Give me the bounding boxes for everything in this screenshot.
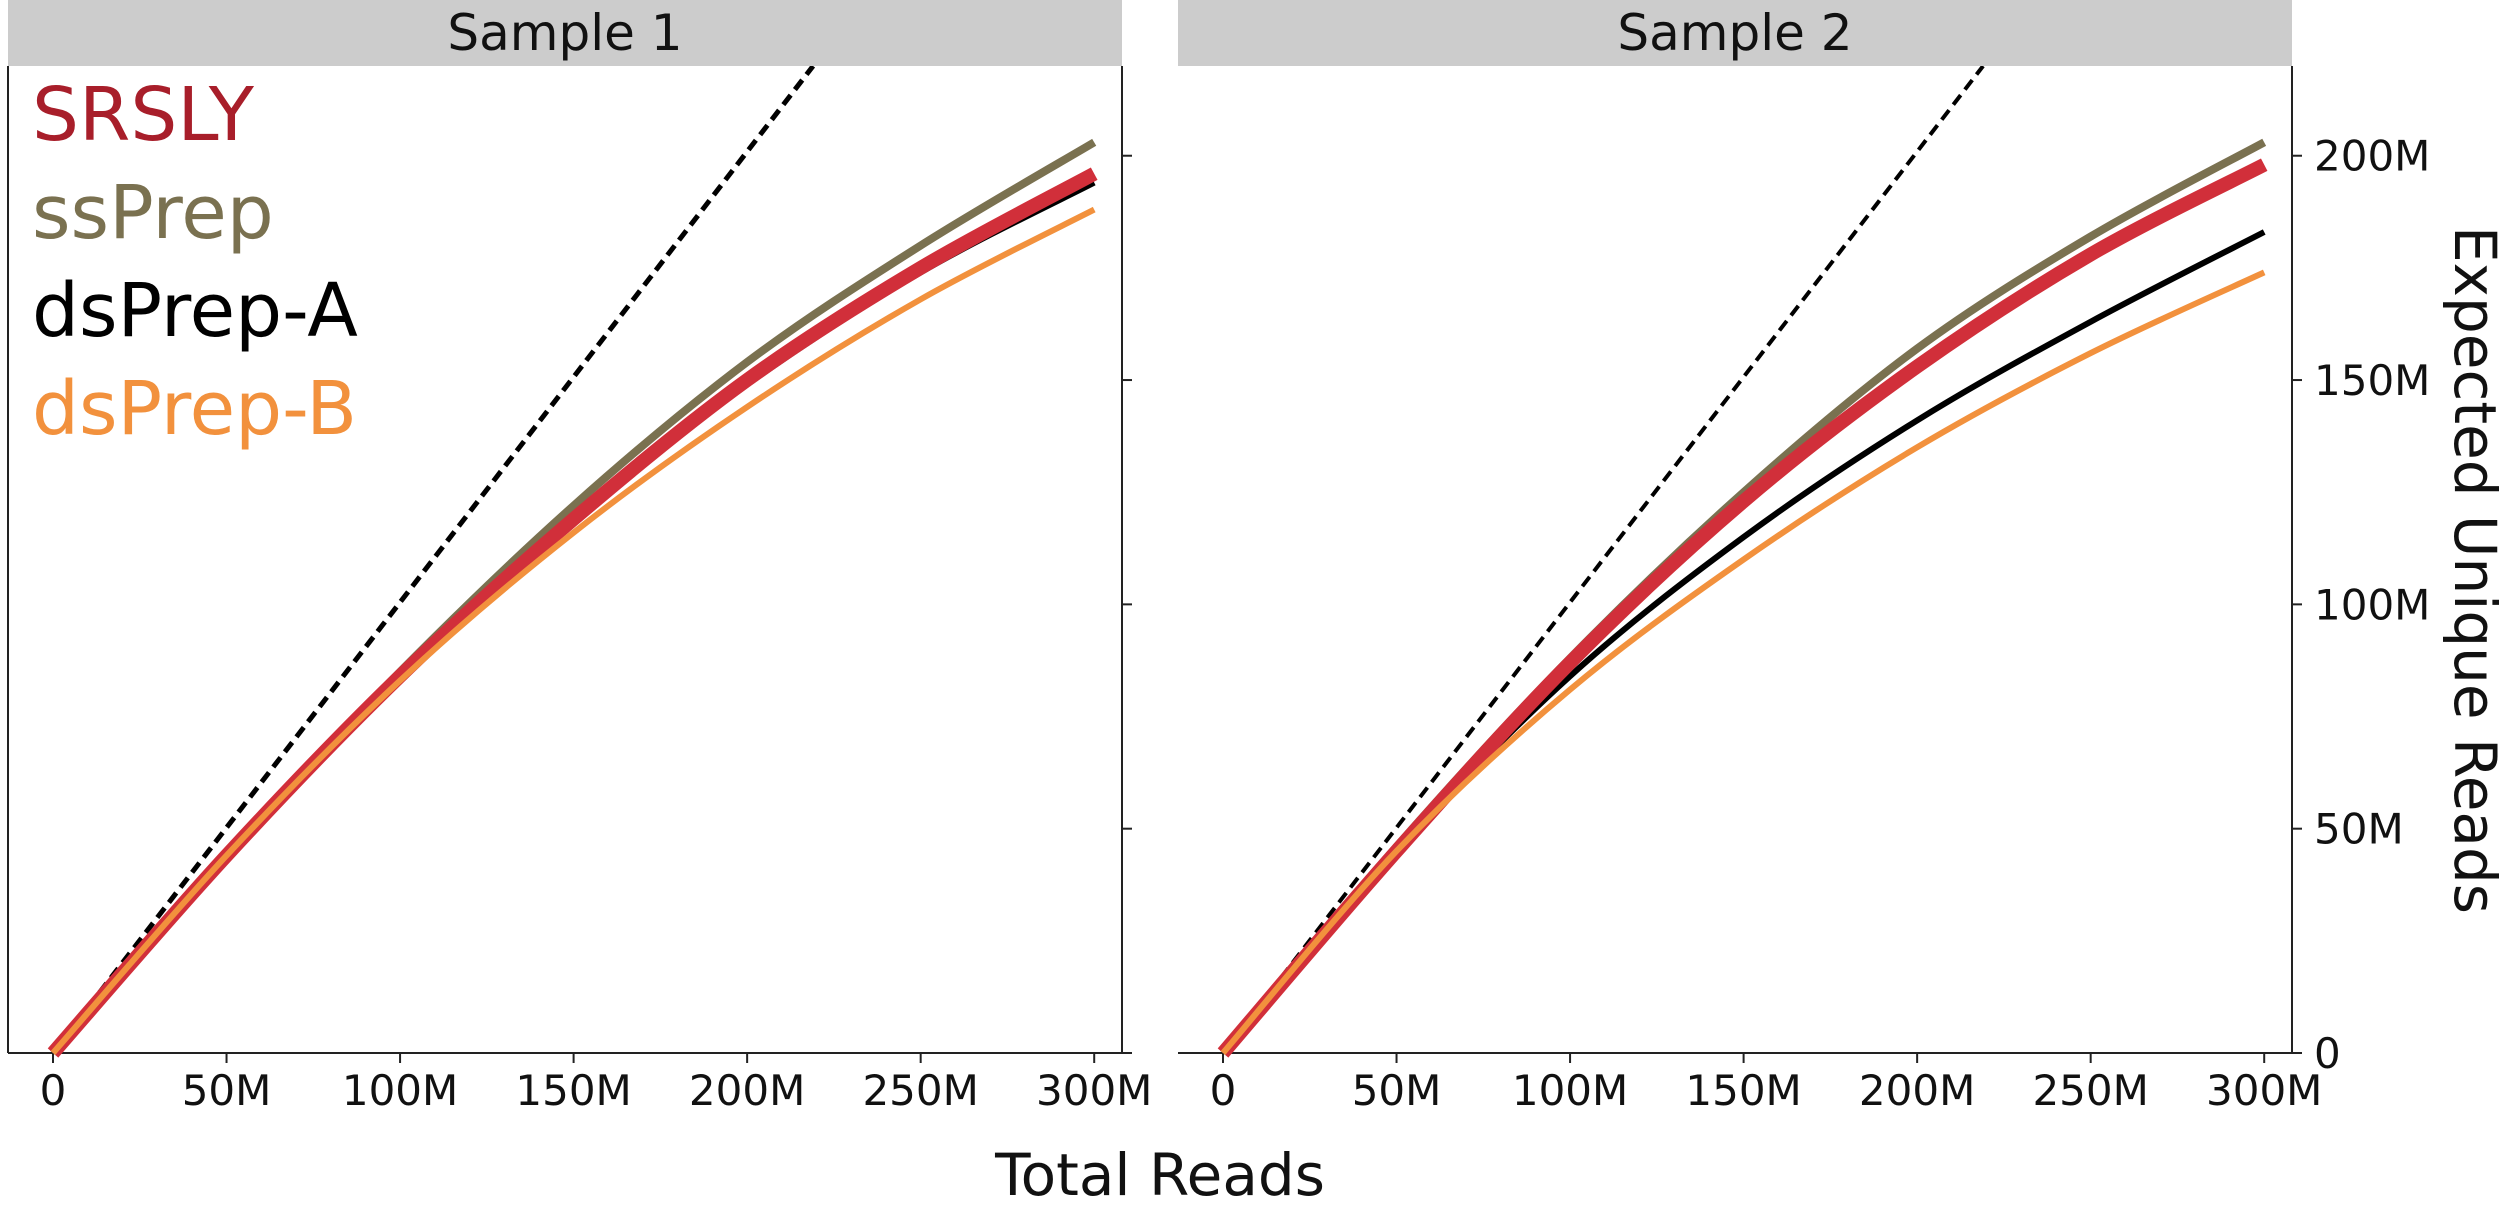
series-line-srsly (1217, 158, 2268, 1058)
legend-entry-ssprep: ssPrep (32, 170, 274, 256)
y-axis-title: Expected Unique Reads (2441, 226, 2500, 914)
series-line-dsprep-b (50, 206, 1096, 1055)
legend: SRSLY ssPrep dsPrep-A dsPrep-B (32, 72, 358, 452)
x-tick-label: 250M (862, 1066, 978, 1115)
x-tick-label: 150M (515, 1066, 631, 1115)
panel-strip (1178, 0, 2292, 66)
legend-entry-dsprep-b: dsPrep-B (32, 366, 357, 452)
x-tick-label: 200M (689, 1066, 805, 1115)
legend-entry-srsly: SRSLY (32, 72, 255, 158)
x-tick-label: 50M (182, 1066, 272, 1115)
x-tick-label: 300M (1036, 1066, 1152, 1115)
y-tick-label: 0 (2314, 1029, 2341, 1078)
x-tick-label: 100M (342, 1066, 458, 1115)
y-tick-label: 200M (2314, 132, 2430, 181)
y-tick-label: 50M (2314, 805, 2404, 854)
x-axis-title: Total Reads (994, 1141, 1325, 1209)
legend-entry-dsprep-a: dsPrep-A (32, 268, 358, 354)
series-line-dsprep-b (1220, 269, 2266, 1055)
x-tick-label: 200M (1859, 1066, 1975, 1115)
panel-1: Sample 1 0 50M 100M 150M 200M 250M 300M (7, 0, 1152, 1115)
panel-title: Sample 1 (447, 4, 682, 62)
y-tick-label: 150M (2314, 356, 2430, 405)
panel-title: Sample 2 (1617, 4, 1852, 62)
x-tick-label: 100M (1512, 1066, 1628, 1115)
plot-area (47, 66, 1098, 1058)
x-tick-label: 0 (1210, 1066, 1237, 1115)
x-tick-label: 250M (2032, 1066, 2148, 1115)
panel-strip (8, 0, 1122, 66)
y-tick-label: 100M (2314, 580, 2430, 629)
x-tick-label: 0 (40, 1066, 67, 1115)
panel-2: Sample 20 50M 100M 150M 200M 250M 300M050M100M… (1178, 0, 2430, 1115)
x-tick-label: 150M (1685, 1066, 1801, 1115)
x-tick-label: 50M (1352, 1066, 1442, 1115)
reference-dashed-line (1221, 66, 1985, 1055)
series-line-dsprep-a (1220, 229, 2266, 1055)
panels: Sample 1 0 50M 100M 150M 200M 250M 300M Sample 2… (7, 0, 2430, 1115)
plot-area (1217, 66, 2268, 1058)
series-line-ssprep (1219, 138, 2267, 1056)
x-tick-label: 300M (2206, 1066, 2322, 1115)
